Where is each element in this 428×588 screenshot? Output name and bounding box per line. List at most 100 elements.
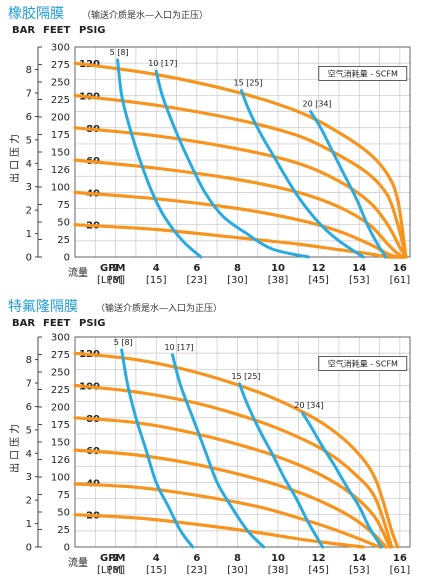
x-tick-sublabel: [8] xyxy=(109,565,123,576)
feet-tick-label: 75 xyxy=(57,200,70,211)
bar-tick-label: 7 xyxy=(26,379,32,390)
air-curve-label: 10 [17] xyxy=(148,59,177,68)
air-curve xyxy=(116,58,203,259)
bar-tick-label: 3 xyxy=(26,472,32,483)
x-tick-label: 2 xyxy=(112,553,119,564)
x-tick-sublabel: [15] xyxy=(146,565,167,576)
header-psig: PSIG xyxy=(79,318,105,329)
air-curve xyxy=(309,110,388,259)
feet-tick-label: 150 xyxy=(51,148,70,159)
y-axis-label: 出口压力 xyxy=(8,131,21,183)
feet-tick-label: 0 xyxy=(64,543,70,554)
x-tick-sublabel: [15] xyxy=(146,275,167,286)
bar-tick-label: 2 xyxy=(26,206,32,217)
bar-tick-label: 6 xyxy=(26,402,32,413)
x-tick-label: 16 xyxy=(393,553,407,564)
air-curve xyxy=(120,348,195,549)
header-bar: BAR xyxy=(12,25,35,36)
plot-frame xyxy=(74,46,411,258)
air-curve-label: 10 [17] xyxy=(164,343,193,352)
air-curve-label: 15 [25] xyxy=(233,79,262,88)
x-tick-label: 6 xyxy=(193,553,200,564)
x-unit-primary: GPM xyxy=(100,263,126,274)
feet-tick-label: 250 xyxy=(51,368,70,379)
x-tick-label: 16 xyxy=(393,263,407,274)
feet-tick-label: 200 xyxy=(51,402,70,413)
x-tick-sublabel: [23] xyxy=(187,275,208,286)
pressure-curve xyxy=(73,482,382,549)
x-tick-label: 14 xyxy=(352,263,366,274)
feet-tick-label: 175 xyxy=(51,420,70,431)
feet-tick-label: 275 xyxy=(51,60,70,71)
x-tick-label: 12 xyxy=(312,553,326,564)
x-tick-sublabel: [23] xyxy=(187,565,208,576)
air-curve xyxy=(238,382,325,549)
feet-tick-label: 200 xyxy=(51,112,70,123)
bar-tick-label: 5 xyxy=(26,425,32,436)
feet-tick-label: 300 xyxy=(51,333,70,344)
bar-tick-label: 8 xyxy=(26,355,32,366)
feet-tick-label: 225 xyxy=(51,385,70,396)
x-unit-primary: GPM xyxy=(100,553,126,564)
pressure-curve xyxy=(73,383,394,549)
air-curve xyxy=(171,353,266,549)
x-axis-label: 流量 xyxy=(68,556,88,569)
bar-tick-label: 4 xyxy=(26,449,32,460)
bar-tick-label: 3 xyxy=(26,182,32,193)
x-tick-sublabel: [53] xyxy=(349,275,370,286)
x-axis-label: 流量 xyxy=(68,266,88,279)
x-tick-label: 4 xyxy=(153,553,160,564)
y-axis-label: 出口压力 xyxy=(8,421,21,473)
x-tick-label: 10 xyxy=(271,263,285,274)
x-tick-sublabel: [30] xyxy=(227,565,248,576)
legend-text: 空气消耗量 - SCFM xyxy=(328,358,398,368)
feet-tick-label: 100 xyxy=(51,473,70,484)
feet-tick-label: 50 xyxy=(57,217,70,228)
pressure-curve xyxy=(73,351,400,549)
feet-tick-label: 0 xyxy=(64,253,70,264)
x-unit-secondary: [LPM] xyxy=(97,565,125,576)
legend-text: 空气消耗量 - SCFM xyxy=(328,68,398,78)
air-curve-label: 5 [8] xyxy=(110,48,129,57)
legend-box xyxy=(318,355,408,371)
feet-tick-label: 225 xyxy=(51,95,70,106)
air-curve-label: 20 [34] xyxy=(294,401,323,410)
bar-tick-label: 4 xyxy=(26,159,32,170)
feet-tick-label: 50 xyxy=(57,507,70,518)
x-tick-label: 6 xyxy=(193,263,200,274)
x-tick-label: 14 xyxy=(352,553,366,564)
chart-panel-1: 橡胶隔膜 （输送介质是水—入口为正压）BAR FEET PSIG01234567802… xyxy=(8,5,411,286)
feet-tick-label: 126 xyxy=(51,455,70,466)
feet-tick-label: 75 xyxy=(57,490,70,501)
header-feet: FEET xyxy=(43,318,70,329)
x-tick-label: 12 xyxy=(312,263,326,274)
air-curve-label: 20 [34] xyxy=(303,100,332,109)
pressure-curve xyxy=(73,513,365,549)
plot-frame xyxy=(74,336,411,548)
feet-tick-label: 175 xyxy=(51,130,70,141)
x-tick-label: 10 xyxy=(271,553,285,564)
x-tick-sublabel: [45] xyxy=(308,565,329,576)
x-tick-label: 2 xyxy=(112,263,119,274)
chart-panel-2: 特氟隆隔膜 （输送介质是水—入口为正压）BAR FEET PSIG0123456780… xyxy=(8,299,411,576)
air-curve xyxy=(154,69,310,259)
feet-tick-label: 25 xyxy=(57,235,70,246)
feet-tick-label: 100 xyxy=(51,183,70,194)
pressure-curve xyxy=(73,190,406,259)
x-tick-sublabel: [30] xyxy=(227,275,248,286)
feet-tick-label: 126 xyxy=(51,165,70,176)
bar-tick-label: 1 xyxy=(26,229,32,240)
pressure-curve xyxy=(73,126,408,259)
chart-subtitle: （输送介质是水—入口为正压） xyxy=(82,9,208,21)
air-curve xyxy=(300,411,384,549)
bar-tick-label: 7 xyxy=(26,89,32,100)
x-tick-sublabel: [53] xyxy=(349,565,370,576)
legend-box xyxy=(318,65,408,81)
chart-title: 橡胶隔膜 xyxy=(8,5,64,22)
x-unit-secondary: [LPM] xyxy=(97,275,125,286)
feet-tick-label: 250 xyxy=(51,78,70,89)
pressure-curve xyxy=(73,158,406,259)
pressure-curve xyxy=(73,416,392,549)
air-curve-label: 15 [25] xyxy=(231,372,260,381)
